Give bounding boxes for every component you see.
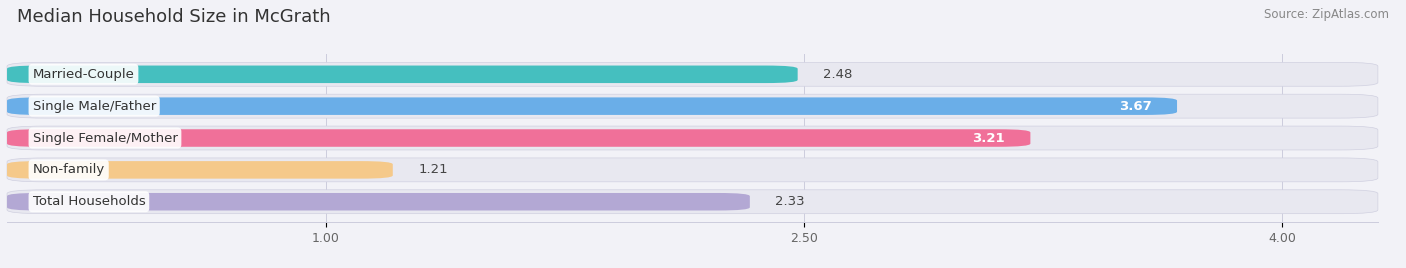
Text: 2.48: 2.48 <box>823 68 852 81</box>
FancyBboxPatch shape <box>7 66 797 83</box>
Text: 3.67: 3.67 <box>1119 100 1152 113</box>
FancyBboxPatch shape <box>7 129 1031 147</box>
FancyBboxPatch shape <box>7 158 1378 182</box>
FancyBboxPatch shape <box>7 97 1177 115</box>
Text: Married-Couple: Married-Couple <box>32 68 135 81</box>
FancyBboxPatch shape <box>7 190 1378 214</box>
Text: 2.33: 2.33 <box>775 195 806 208</box>
FancyBboxPatch shape <box>7 126 1378 150</box>
Text: Single Male/Father: Single Male/Father <box>32 100 156 113</box>
Text: Total Households: Total Households <box>32 195 145 208</box>
Text: Source: ZipAtlas.com: Source: ZipAtlas.com <box>1264 8 1389 21</box>
Text: Median Household Size in McGrath: Median Household Size in McGrath <box>17 8 330 26</box>
Text: 1.21: 1.21 <box>419 163 449 176</box>
Text: Non-family: Non-family <box>32 163 105 176</box>
FancyBboxPatch shape <box>7 193 749 210</box>
Text: Single Female/Mother: Single Female/Mother <box>32 132 177 144</box>
FancyBboxPatch shape <box>7 62 1378 86</box>
Text: 3.21: 3.21 <box>973 132 1005 144</box>
FancyBboxPatch shape <box>7 161 392 179</box>
FancyBboxPatch shape <box>7 94 1378 118</box>
